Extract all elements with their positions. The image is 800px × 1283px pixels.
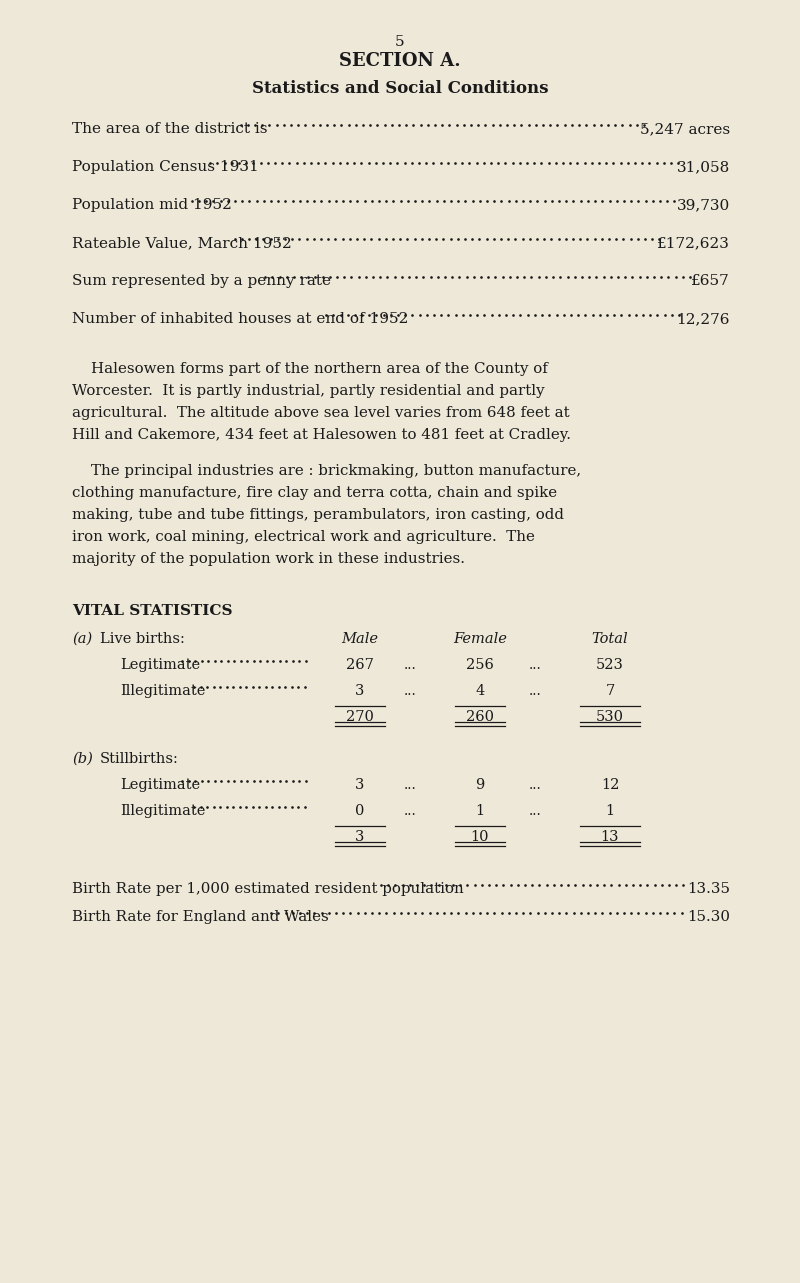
Text: Birth Rate per 1,000 estimated resident population: Birth Rate per 1,000 estimated resident … bbox=[72, 881, 464, 896]
Text: majority of the population work in these industries.: majority of the population work in these… bbox=[72, 552, 465, 566]
Text: 13: 13 bbox=[601, 830, 619, 844]
Text: Hill and Cakemore, 434 feet at Halesowen to 481 feet at Cradley.: Hill and Cakemore, 434 feet at Halesowen… bbox=[72, 429, 571, 443]
Text: ...: ... bbox=[404, 658, 416, 672]
Text: Total: Total bbox=[592, 633, 628, 647]
Text: Rateable Value, March 1952: Rateable Value, March 1952 bbox=[72, 236, 292, 250]
Text: 31,058: 31,058 bbox=[677, 160, 730, 174]
Text: 270: 270 bbox=[346, 709, 374, 724]
Text: VITAL STATISTICS: VITAL STATISTICS bbox=[72, 604, 233, 618]
Text: 267: 267 bbox=[346, 658, 374, 672]
Text: Worcester.  It is partly industrial, partly residential and partly: Worcester. It is partly industrial, part… bbox=[72, 384, 545, 398]
Text: Legitimate: Legitimate bbox=[120, 777, 200, 792]
Text: 12,276: 12,276 bbox=[677, 312, 730, 326]
Text: Legitimate: Legitimate bbox=[120, 658, 200, 672]
Text: 5,247 acres: 5,247 acres bbox=[640, 122, 730, 136]
Text: 13.35: 13.35 bbox=[687, 881, 730, 896]
Text: 12: 12 bbox=[601, 777, 619, 792]
Text: 39,730: 39,730 bbox=[677, 198, 730, 212]
Text: 5: 5 bbox=[395, 35, 405, 49]
Text: 530: 530 bbox=[596, 709, 624, 724]
Text: Illegitimate: Illegitimate bbox=[120, 684, 206, 698]
Text: 3: 3 bbox=[355, 830, 365, 844]
Text: Stillbirths:: Stillbirths: bbox=[100, 752, 179, 766]
Text: Illegitimate: Illegitimate bbox=[120, 804, 206, 819]
Text: 15.30: 15.30 bbox=[687, 910, 730, 924]
Text: Population Census 1931: Population Census 1931 bbox=[72, 160, 258, 174]
Text: 3: 3 bbox=[355, 684, 365, 698]
Text: 1: 1 bbox=[475, 804, 485, 819]
Text: Statistics and Social Conditions: Statistics and Social Conditions bbox=[252, 80, 548, 98]
Text: ...: ... bbox=[529, 804, 542, 819]
Text: ...: ... bbox=[529, 684, 542, 698]
Text: Birth Rate for England and Wales: Birth Rate for England and Wales bbox=[72, 910, 329, 924]
Text: Male: Male bbox=[342, 633, 378, 647]
Text: 1: 1 bbox=[606, 804, 614, 819]
Text: ...: ... bbox=[404, 684, 416, 698]
Text: ...: ... bbox=[404, 804, 416, 819]
Text: Halesowen forms part of the northern area of the County of: Halesowen forms part of the northern are… bbox=[72, 362, 548, 376]
Text: 7: 7 bbox=[606, 684, 614, 698]
Text: ...: ... bbox=[529, 658, 542, 672]
Text: iron work, coal mining, electrical work and agriculture.  The: iron work, coal mining, electrical work … bbox=[72, 530, 535, 544]
Text: Sum represented by a penny rate: Sum represented by a penny rate bbox=[72, 275, 331, 287]
Text: Female: Female bbox=[453, 633, 507, 647]
Text: (b): (b) bbox=[72, 752, 93, 766]
Text: Live births:: Live births: bbox=[100, 633, 185, 647]
Text: The principal industries are : brickmaking, button manufacture,: The principal industries are : brickmaki… bbox=[72, 464, 581, 479]
Text: 0: 0 bbox=[355, 804, 365, 819]
Text: SECTION A.: SECTION A. bbox=[339, 53, 461, 71]
Text: making, tube and tube fittings, perambulators, iron casting, odd: making, tube and tube fittings, perambul… bbox=[72, 508, 564, 522]
Text: 3: 3 bbox=[355, 777, 365, 792]
Text: £172,623: £172,623 bbox=[657, 236, 730, 250]
Text: (a): (a) bbox=[72, 633, 92, 647]
Text: 260: 260 bbox=[466, 709, 494, 724]
Text: The area of the district is: The area of the district is bbox=[72, 122, 267, 136]
Text: 9: 9 bbox=[475, 777, 485, 792]
Text: ...: ... bbox=[404, 777, 416, 792]
Text: Population mid 1952: Population mid 1952 bbox=[72, 198, 232, 212]
Text: 4: 4 bbox=[475, 684, 485, 698]
Text: 256: 256 bbox=[466, 658, 494, 672]
Text: ...: ... bbox=[529, 777, 542, 792]
Text: £657: £657 bbox=[691, 275, 730, 287]
Text: 10: 10 bbox=[470, 830, 490, 844]
Text: agricultural.  The altitude above sea level varies from 648 feet at: agricultural. The altitude above sea lev… bbox=[72, 405, 570, 420]
Text: clothing manufacture, fire clay and terra cotta, chain and spike: clothing manufacture, fire clay and terr… bbox=[72, 486, 557, 500]
Text: Number of inhabited houses at end of 1952: Number of inhabited houses at end of 195… bbox=[72, 312, 408, 326]
Text: 523: 523 bbox=[596, 658, 624, 672]
